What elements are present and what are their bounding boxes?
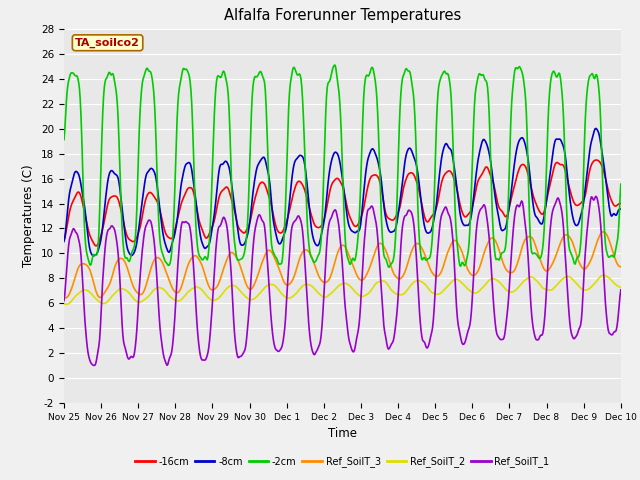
X-axis label: Time: Time: [328, 428, 357, 441]
Text: TA_soilco2: TA_soilco2: [75, 37, 140, 48]
Y-axis label: Temperatures (C): Temperatures (C): [22, 165, 35, 267]
Legend: -16cm, -8cm, -2cm, Ref_SoilT_3, Ref_SoilT_2, Ref_SoilT_1: -16cm, -8cm, -2cm, Ref_SoilT_3, Ref_Soil…: [131, 453, 554, 471]
Title: Alfalfa Forerunner Temperatures: Alfalfa Forerunner Temperatures: [224, 9, 461, 24]
